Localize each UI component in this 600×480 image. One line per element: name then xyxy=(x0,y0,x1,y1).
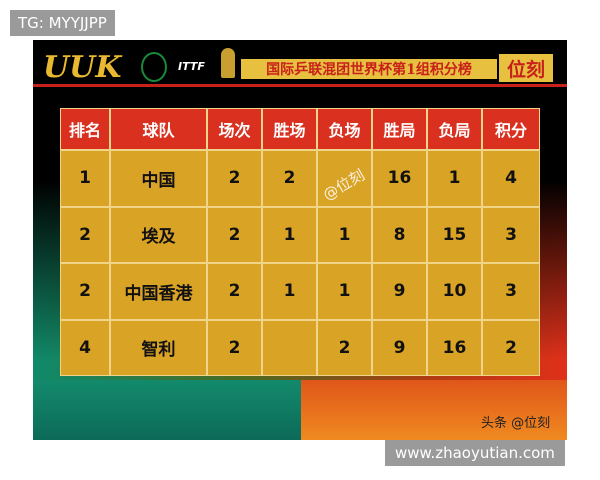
table-cell: 16 xyxy=(372,150,427,207)
column-header: 负局 xyxy=(427,108,482,150)
table-cell: 中国 xyxy=(110,150,207,207)
table-cell: 1 xyxy=(317,263,372,320)
table-cell: 1 xyxy=(262,263,317,320)
table-cell: 埃及 xyxy=(110,206,207,263)
icon xyxy=(221,48,235,78)
column-header: 球队 xyxy=(110,108,207,150)
table-cell: 智利 xyxy=(110,319,207,376)
icon xyxy=(141,52,167,82)
table-cell: 2 xyxy=(207,206,262,263)
column-header: 胜场 xyxy=(262,108,317,150)
logo: UUK xyxy=(43,50,122,85)
brand: 位刻 xyxy=(499,54,553,82)
table-cell: 1 xyxy=(427,150,482,207)
table-cell: 2 xyxy=(207,263,262,320)
table-cell: 2 xyxy=(207,319,262,376)
table-cell: 2 xyxy=(262,150,317,207)
table-cell: 1 xyxy=(317,206,372,263)
watermark: 头条 @位刻 xyxy=(481,416,551,431)
table-cell: 16 xyxy=(427,319,482,376)
column-header: 负场 xyxy=(317,108,372,150)
overlay-top: TG: MYYJJPP xyxy=(10,10,115,36)
table-cell: 9 xyxy=(372,319,427,376)
table-cell: 2 xyxy=(317,319,372,376)
table-cell: 15 xyxy=(427,206,482,263)
table-cell: 4 xyxy=(60,319,110,376)
overlay-bottom: www.zhaoyutian.com xyxy=(385,440,565,466)
table-cell: 2 xyxy=(60,263,110,320)
table-cell: 中国香港 xyxy=(110,263,207,320)
table-cell: 1 xyxy=(60,150,110,207)
table-cell: 3 xyxy=(482,206,540,263)
table-cell: 2 xyxy=(207,150,262,207)
table-cell: 9 xyxy=(372,263,427,320)
image: UUK ITTF 国际乒联混团世界杯第1组积分榜 位刻 排名 球队 场次 胜场 负场 胜局… xyxy=(33,40,567,440)
column-header: 场次 xyxy=(207,108,262,150)
table-cell: 8 xyxy=(372,206,427,263)
table-cell xyxy=(262,319,317,376)
table-cell: 10 xyxy=(427,263,482,320)
ittf-logo: ITTF xyxy=(178,60,205,73)
table-cell: 1 xyxy=(262,206,317,263)
table-cell: 3 xyxy=(482,263,540,320)
divider xyxy=(33,84,567,87)
column-header: 胜局 xyxy=(372,108,427,150)
table-cell: 2 xyxy=(60,206,110,263)
column-header: 积分 xyxy=(482,108,540,150)
table-cell: 4 xyxy=(482,150,540,207)
title: 国际乒联混团世界杯第1组积分榜 xyxy=(241,59,497,79)
table-cell: 2 xyxy=(482,319,540,376)
column-header: 排名 xyxy=(60,108,110,150)
bg-block xyxy=(301,380,567,440)
table-cell xyxy=(317,150,372,207)
bg-block xyxy=(33,380,301,440)
